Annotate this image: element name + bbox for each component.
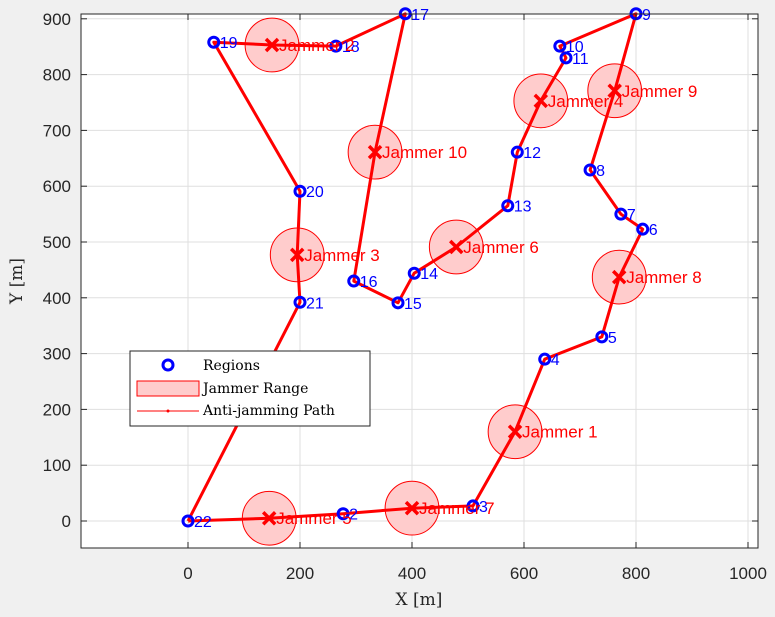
y-axis-label: Y [m] [7,258,27,305]
jammer-markers: Jammer 1 Jammer 2 Jammer 3 Jammer 4 Jammer 5… [261,36,702,528]
jammer-label: Jammer 8 [626,268,702,287]
jammer-x-icon [367,144,383,160]
x-tick-label: 800 [622,564,650,583]
region-marker-icon [407,266,421,280]
jammer-label: Jammer 6 [463,238,539,257]
legend-entry-regions: Regions [203,358,260,374]
legend-entry-path: Anti-jamming Path [202,403,335,419]
region-marker-icon [538,352,552,366]
jammer-label: Jammer 9 [622,82,698,101]
region-label: 14 [420,266,438,283]
region-label: 15 [404,296,422,313]
anti-jamming-path [186,12,645,523]
y-tick-label: 400 [43,289,71,308]
jammer-x-icon [264,37,280,53]
jammer-label: Jammer 10 [382,143,467,162]
y-tick-label: 200 [43,400,71,419]
jammer-label: Jammer 1 [522,423,598,442]
region-marker-icon [614,207,628,221]
jammer-x-icon [611,269,627,285]
region-marker-icon [501,199,515,213]
region-label: 16 [360,274,378,291]
jammer-x-icon [289,247,305,263]
region-label: 2 [349,507,358,524]
x-tick-label: 0 [183,564,192,583]
legend-jammer-range-swatch-icon [136,380,200,397]
legend-path-dot-icon [166,409,170,413]
ticks: 0 200 400 600 800 1000 0 100 200 300 400 500 600 700 8… [43,10,767,583]
axes-box [80,13,759,549]
region-label: 17 [411,7,429,24]
region-label: 4 [551,352,560,369]
jammer-x-icon [449,239,464,255]
jammer-x-icon [261,510,277,526]
jammer-label: Jammer 5 [276,509,352,528]
region-label: 12 [523,145,541,162]
y-tick-label: 800 [43,66,71,85]
region-label: 13 [514,199,532,216]
region-marker-icon [293,295,307,309]
jammer-label: Jammer 7 [419,499,495,518]
region-marker-icon [466,499,480,513]
region-marker-icon [207,35,221,49]
region-marker-icon [329,39,343,53]
jammer-label: Jammer 4 [548,92,624,111]
jammer-ranges [241,17,647,546]
region-marker-icon [553,39,567,53]
jammer-label: Jammer 3 [304,246,380,265]
y-tick-label: 0 [62,512,71,531]
region-label: 20 [306,184,324,201]
y-tick-label: 700 [43,121,71,140]
region-label: 3 [479,499,488,516]
region-marker-icon [347,274,361,288]
region-marker-icon [636,222,650,236]
region-label: 8 [596,163,605,180]
x-tick-label: 1000 [729,564,767,583]
jammer-x-icon [607,83,622,99]
legend-entry-jammer-range: Jammer Range [201,381,308,397]
x-axis-label: X [m] [396,590,443,610]
region-marker-icon [595,330,609,344]
region-marker-icon [181,514,195,528]
region-label: 9 [642,7,651,24]
x-tick-label: 400 [398,564,426,583]
region-marker-icon [336,507,350,521]
region-label: 19 [220,35,238,52]
region-marker-icon [583,163,597,177]
jammer-x-icon [507,424,523,439]
x-tick-label: 600 [510,564,538,583]
path-line [186,12,645,523]
region-label: 7 [627,207,636,224]
region-label: 6 [649,222,658,239]
region-marker-icon [293,184,307,198]
region-label: 21 [306,295,324,312]
y-tick-label: 300 [43,345,71,364]
region-label: 11 [572,51,589,68]
region-marker-icon [559,51,573,65]
region-marker-icon [510,145,524,159]
jammer-x-icon [533,93,549,109]
legend: Regions Jammer Range Anti-jamming Path [129,350,371,427]
region-label: 22 [194,514,212,531]
y-tick-label: 500 [43,233,71,252]
region-label: 18 [342,39,360,56]
y-tick-label: 900 [43,10,71,29]
y-tick-label: 600 [43,177,71,196]
region-marker-icon [391,296,405,310]
legend-region-marker-icon [161,358,175,372]
y-tick-label: 100 [43,456,71,475]
x-tick-label: 200 [286,564,314,583]
jammer-label: Jammer 2 [279,36,355,55]
region-label: 10 [566,39,584,56]
region-label: 5 [608,330,617,347]
jammer-x-icon [404,500,420,516]
